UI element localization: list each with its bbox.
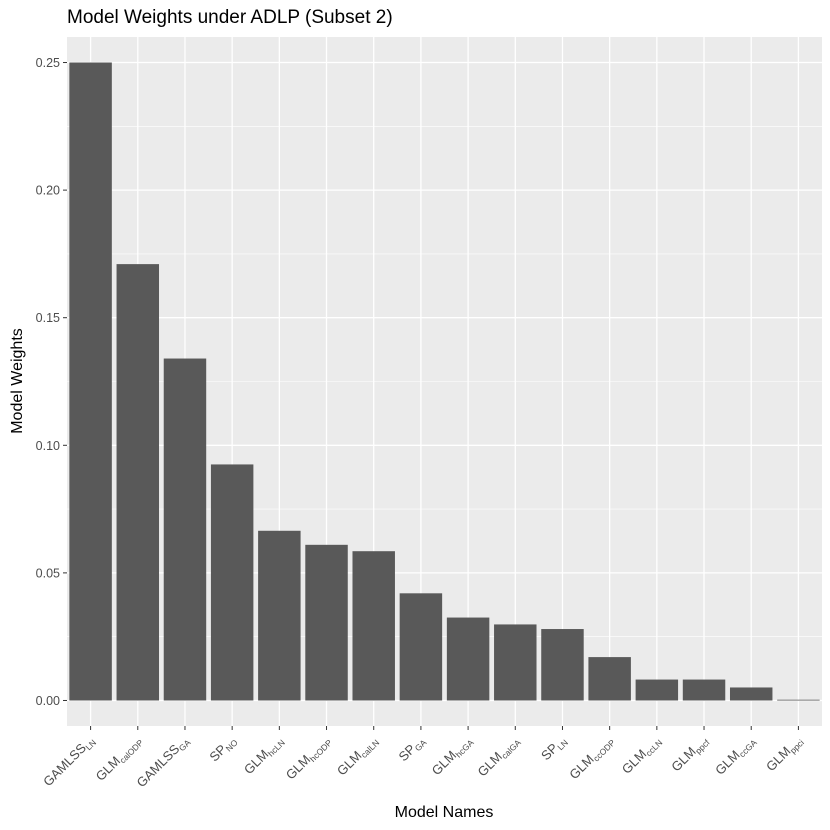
x-axis-title: Model Names: [395, 804, 494, 821]
x-tick-label: SPNO: [206, 732, 240, 766]
x-tick-label-subscript: ccGA: [737, 737, 759, 759]
x-tick-label-subscript: calGA: [499, 737, 523, 761]
bar: [541, 629, 584, 701]
x-tick-label: GAMLSSGA: [133, 732, 192, 791]
bar: [494, 624, 537, 701]
x-tick-label: GLMcalGA: [475, 732, 524, 781]
x-tick-label-subscript: ccODP: [591, 737, 617, 763]
y-tick-label: 0.15: [36, 311, 60, 325]
x-tick-label-base: GAMLSS: [40, 740, 89, 789]
bar: [777, 699, 820, 701]
y-axis: 0.00 0.05 0.10 0.15 0.20 0.25: [36, 56, 67, 708]
x-tick-label: GAMLSSLN: [40, 733, 98, 791]
x-tick-label-subscript: ccLN: [644, 737, 665, 758]
bar: [446, 617, 490, 701]
x-tick-label: GLMppcf: [668, 732, 712, 776]
x-tick-label: GLMppci: [763, 732, 806, 775]
x-tick-label: GLMhcODP: [283, 732, 335, 784]
x-tick-label: GLMccODP: [566, 732, 617, 783]
bar: [635, 679, 679, 701]
x-tick-label: GLMcalLN: [334, 733, 381, 780]
bar: [258, 530, 301, 701]
bar: [210, 464, 254, 701]
x-tick-label: GLMhcLN: [241, 733, 287, 779]
x-tick-label-subscript: hcODP: [308, 737, 335, 764]
y-tick-label: 0.00: [36, 694, 60, 708]
bar: [399, 593, 443, 701]
x-tick-label: SPGA: [395, 732, 428, 765]
bar: [69, 62, 112, 701]
x-tick-label-subscript: calLN: [359, 737, 381, 759]
bar: [682, 679, 726, 701]
bar: [163, 358, 207, 701]
bars: [69, 62, 820, 701]
bar: [729, 687, 773, 701]
y-tick-label: 0.10: [36, 439, 60, 453]
bar: [116, 264, 160, 701]
x-tick-label-subscript: hcGA: [454, 737, 476, 759]
x-tick-label: GLMccGA: [712, 732, 759, 779]
x-tick-label-subscript: calODP: [118, 737, 146, 765]
y-axis-title: Model Weights: [9, 328, 26, 434]
x-tick-label: GLMhcGA: [429, 732, 476, 779]
bar: [588, 657, 631, 701]
x-tick-label: SPLN: [538, 733, 570, 765]
y-tick-label: 0.25: [36, 56, 60, 70]
chart-title: Model Weights under ADLP (Subset 2): [67, 7, 393, 28]
y-tick-label: 0.20: [36, 184, 60, 198]
bar: [352, 551, 395, 701]
x-tick-label: GLMccLN: [619, 733, 665, 779]
y-tick-label: 0.05: [36, 566, 60, 580]
x-tick-label-subscript: hcLN: [266, 737, 287, 758]
bar: [305, 544, 348, 701]
